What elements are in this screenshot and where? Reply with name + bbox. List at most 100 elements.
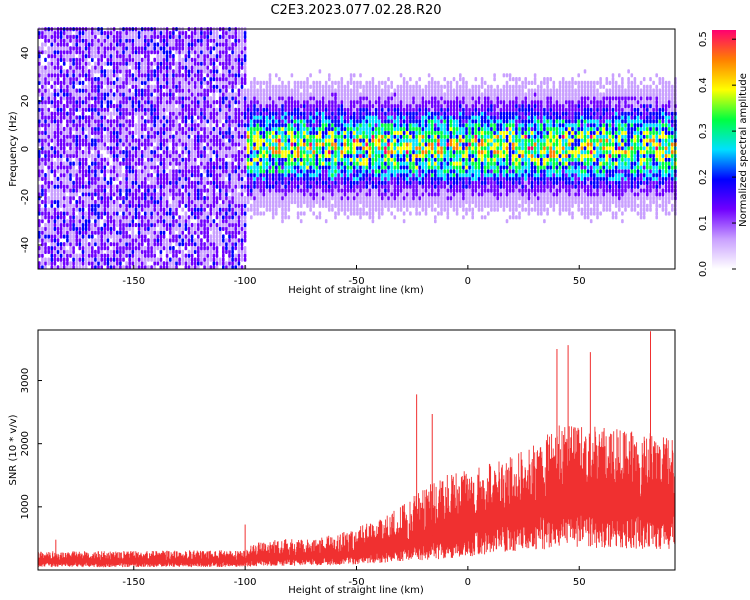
heatmap-cell (125, 92, 128, 97)
heatmap-cell (243, 80, 247, 85)
heatmap-cell (72, 153, 75, 158)
heatmap-cell (169, 238, 172, 243)
heatmap-cell (237, 196, 241, 201)
heatmap-cell (209, 50, 213, 55)
heatmap-cell (62, 153, 66, 158)
heatmap-cell (203, 138, 206, 143)
heatmap-cell (190, 61, 194, 66)
heatmap-cell (128, 126, 131, 132)
heatmap-cell (271, 184, 275, 189)
heatmap-cell (172, 73, 175, 78)
heatmap-cell (240, 38, 244, 43)
heatmap-cell (296, 126, 300, 132)
heatmap-cell (78, 88, 82, 93)
heatmap-cell (87, 84, 91, 89)
heatmap-cell (81, 123, 85, 128)
heatmap-cell (193, 222, 197, 228)
heatmap-cell (240, 249, 244, 254)
heatmap-cell (187, 65, 191, 70)
heatmap-cell (50, 161, 54, 166)
heatmap-cell (337, 92, 340, 97)
heatmap-cell (59, 69, 63, 74)
heatmap-cell (59, 73, 63, 78)
heatmap-cell (106, 73, 110, 78)
heatmap-cell (181, 138, 184, 143)
heatmap-cell (253, 180, 256, 185)
heatmap-cell (206, 138, 209, 143)
heatmap-cell (337, 115, 340, 120)
heatmap-cell (331, 176, 334, 181)
heatmap-cell (50, 50, 54, 55)
heatmap-cell (284, 107, 287, 112)
heatmap-cell (75, 88, 78, 93)
heatmap-cell (337, 157, 340, 162)
heatmap-cell (44, 123, 47, 128)
heatmap-cell (225, 196, 228, 201)
heatmap-cell (299, 96, 303, 101)
heatmap-cell (318, 130, 322, 135)
heatmap-cell (175, 38, 178, 43)
heatmap-cell (119, 61, 122, 66)
heatmap-cell (69, 130, 72, 135)
heatmap-cell (328, 180, 331, 185)
heatmap-cell (69, 46, 72, 51)
heatmap-cell (225, 57, 228, 62)
heatmap-cell (150, 126, 153, 132)
heatmap-cell (203, 42, 206, 47)
heatmap-cell (293, 176, 297, 181)
heatmap-cell (128, 211, 131, 216)
heatmap-cell (84, 230, 88, 235)
heatmap-cell (156, 176, 160, 181)
heatmap-cell (87, 242, 91, 247)
heatmap-cell (193, 50, 197, 55)
heatmap-cell (200, 249, 203, 254)
heatmap-cell (324, 88, 328, 93)
heatmap-cell (228, 61, 231, 66)
heatmap-cell (140, 176, 144, 181)
heatmap-cell (156, 34, 160, 39)
heatmap-cell (116, 249, 119, 254)
heatmap-cell (222, 42, 225, 47)
heatmap-cell (262, 92, 266, 97)
heatmap-cell (134, 203, 138, 208)
heatmap-cell (268, 96, 272, 101)
heatmap-cell (87, 80, 91, 85)
heatmap-cell (172, 188, 175, 193)
heatmap-cell (281, 92, 284, 97)
heatmap-cell (190, 88, 194, 93)
heatmap-cell (153, 249, 156, 254)
heatmap-cell (75, 176, 78, 181)
heatmap-cell (106, 230, 110, 235)
heatmap-cell (116, 153, 119, 158)
heatmap-cell (94, 161, 97, 166)
heatmap-cell (144, 73, 147, 78)
heatmap-cell (62, 203, 66, 208)
heatmap-cell (94, 123, 97, 128)
heatmap-cell (337, 192, 340, 197)
heatmap-cell (44, 257, 47, 262)
heatmap-cell (147, 230, 150, 235)
heatmap-cell (140, 107, 144, 112)
heatmap-cell (268, 134, 272, 139)
heatmap-cell (296, 115, 300, 120)
heatmap-cell (206, 169, 209, 174)
heatmap-cell (44, 115, 47, 120)
heatmap-cell (225, 100, 228, 105)
heatmap-cell (215, 50, 219, 55)
heatmap-cell (240, 119, 244, 124)
heatmap-cell (147, 253, 150, 258)
heatmap-cell (109, 219, 113, 224)
heatmap-cell (181, 92, 184, 97)
heatmap-cell (116, 69, 119, 74)
heatmap-cell (268, 169, 272, 174)
heatmap-cell (147, 257, 150, 262)
heatmap-cell (66, 142, 69, 147)
heatmap-cell (222, 180, 225, 185)
heatmap-cell (215, 119, 219, 124)
heatmap-cell (47, 69, 50, 74)
heatmap-cell (253, 203, 256, 208)
heatmap-cell (162, 123, 166, 128)
heatmap-cell (334, 192, 337, 197)
heatmap-cell (56, 130, 60, 135)
heatmap-cell (134, 65, 138, 70)
